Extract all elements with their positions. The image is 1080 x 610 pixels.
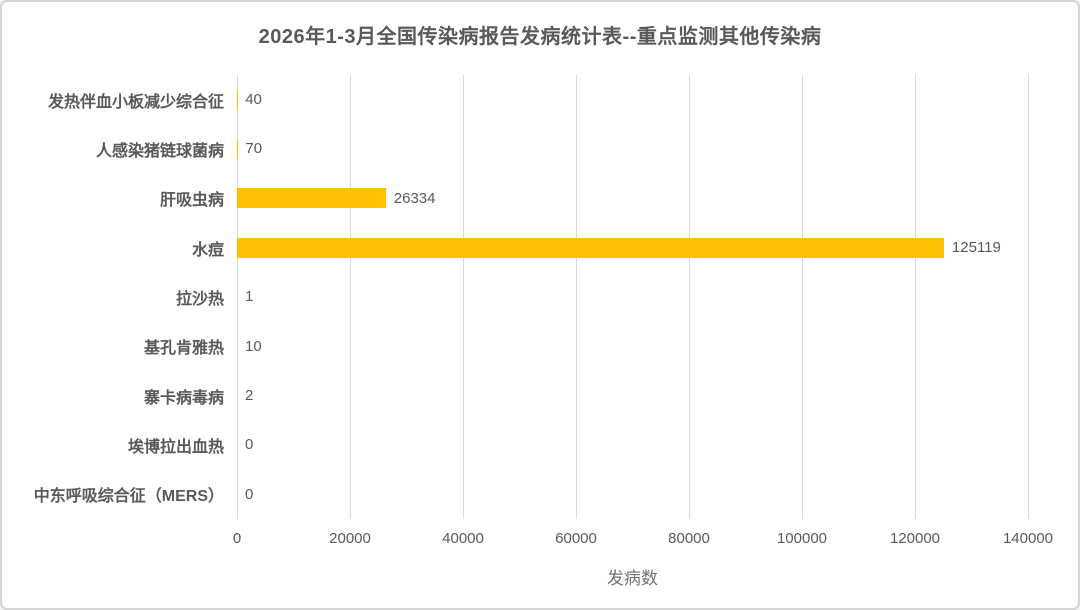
x-axis-title: 发病数 bbox=[607, 569, 658, 588]
category-label: 中东呼吸综合征（MERS） bbox=[33, 488, 224, 506]
gridline bbox=[689, 75, 690, 519]
bar-row: 40 bbox=[237, 75, 1028, 124]
bar-value-label: 125119 bbox=[951, 239, 1001, 257]
bar-row: 26334 bbox=[237, 174, 1028, 223]
x-tick-label: 100000 bbox=[776, 530, 828, 547]
x-tick-label: 140000 bbox=[1002, 530, 1054, 547]
gridline bbox=[463, 75, 464, 519]
bar-row: 0 bbox=[237, 420, 1028, 469]
bar-value-label: 0 bbox=[245, 436, 254, 454]
bar-row: 125119 bbox=[237, 223, 1028, 272]
x-tick-label: 120000 bbox=[889, 530, 941, 547]
bar-value-label: 2 bbox=[245, 387, 254, 405]
category-label: 人感染猪链球菌病 bbox=[95, 142, 224, 160]
gridline bbox=[350, 75, 351, 519]
bar-row: 10 bbox=[237, 322, 1028, 371]
bar-value-label: 0 bbox=[245, 485, 254, 503]
category-axis: 发热伴血小板减少综合征人感染猪链球菌病肝吸虫病水痘拉沙热基孔肯雅热寨卡病毒病埃博… bbox=[2, 75, 224, 519]
bar bbox=[237, 237, 944, 258]
gridline bbox=[915, 75, 916, 519]
bar-row: 0 bbox=[237, 470, 1028, 519]
x-tick-label: 0 bbox=[232, 530, 242, 547]
bar-row: 70 bbox=[237, 124, 1028, 173]
category-label: 发热伴血小板减少综合征 bbox=[47, 93, 224, 111]
x-axis-ticks: 0 20000 40000 60000 80000 100000 120000 140000 bbox=[233, 530, 1053, 550]
bar-value-label: 40 bbox=[245, 91, 262, 109]
gridline bbox=[802, 75, 803, 519]
gridline bbox=[1028, 75, 1029, 519]
bar-value-label: 26334 bbox=[393, 189, 436, 207]
plot-area: 40 70 26334 125119 1 10 2 0 0 bbox=[237, 75, 1029, 519]
category-label: 寨卡病毒病 bbox=[143, 389, 224, 407]
category-label: 基孔肯雅热 bbox=[143, 340, 224, 358]
bar-value-label: 70 bbox=[245, 140, 263, 158]
bar-value-label: 1 bbox=[245, 288, 254, 306]
category-label: 水痘 bbox=[191, 241, 224, 259]
chart-title: 2026年1-3月全国传染病报告发病统计表--重点监测其他传染病 bbox=[258, 26, 822, 48]
x-tick-label: 20000 bbox=[329, 530, 371, 547]
category-label: 拉沙热 bbox=[175, 290, 224, 308]
bar-row: 2 bbox=[237, 371, 1028, 420]
gridline bbox=[237, 75, 238, 519]
category-label: 埃博拉出血热 bbox=[127, 438, 224, 456]
gridline bbox=[576, 75, 577, 519]
x-tick-label: 60000 bbox=[555, 530, 597, 547]
bar-row: 1 bbox=[237, 272, 1028, 321]
x-tick-label: 80000 bbox=[668, 530, 710, 547]
bar bbox=[237, 188, 386, 209]
category-label: 肝吸虫病 bbox=[159, 192, 224, 210]
x-tick-label: 40000 bbox=[442, 530, 484, 547]
bar-value-label: 10 bbox=[245, 337, 262, 355]
